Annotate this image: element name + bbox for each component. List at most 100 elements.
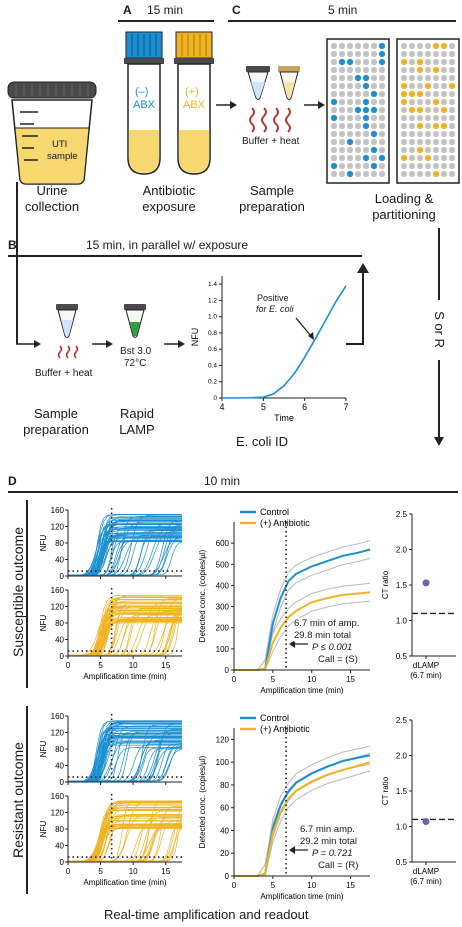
x-tick-label-2: (6.7 min)	[410, 877, 442, 886]
chip-partition	[448, 90, 456, 98]
chip-partition	[448, 146, 456, 154]
chip-partition	[440, 74, 448, 82]
chip-partition	[378, 106, 386, 114]
chip-partition	[362, 138, 370, 146]
chip-partition	[354, 98, 362, 106]
y-tick-label: 2.5	[396, 716, 408, 725]
y-tick-label: 40	[55, 556, 64, 565]
chip-partition	[370, 58, 378, 66]
chip-partition	[362, 98, 370, 106]
chip-partition	[370, 74, 378, 82]
chip-partition	[338, 146, 346, 154]
chip-partition	[432, 170, 440, 178]
x-tick-label: 10	[129, 867, 138, 876]
chip-partition	[448, 154, 456, 162]
y-tick-label: 2.5	[396, 510, 408, 519]
y-axis-label: CT ratio	[381, 776, 390, 805]
y-tick-label: 1.0	[208, 314, 217, 321]
chip-partition	[354, 138, 362, 146]
y-tick-label: 1.4	[208, 281, 217, 288]
chip-partition	[346, 74, 354, 82]
chip-partition	[424, 130, 432, 138]
cup-label-2: sample	[47, 151, 78, 162]
x-axis-label: Amplification time (min)	[83, 672, 166, 681]
chip-partition	[416, 58, 424, 66]
resistant-row-label: Resistant outcome	[10, 742, 26, 858]
chip-partition	[330, 50, 338, 58]
y-tick-label: 20	[220, 849, 229, 858]
chip-partition	[346, 154, 354, 162]
chip-partition	[362, 162, 370, 170]
y-tick-label: 0	[60, 858, 65, 867]
ecoli-id-label: E. coli ID	[236, 434, 289, 449]
chip-partition	[400, 130, 408, 138]
chip-partition	[424, 122, 432, 130]
chip-partition	[362, 122, 370, 130]
chip-partition	[354, 42, 362, 50]
chip-partition	[378, 146, 386, 154]
section-d-duration: 10 min	[204, 474, 241, 488]
chip-partition	[416, 154, 424, 162]
y-tick-label: 0	[213, 395, 217, 402]
chip-partition	[370, 66, 378, 74]
chip-partition	[362, 74, 370, 82]
chip-partition	[408, 170, 416, 178]
y-tick-label: 1.0	[396, 823, 408, 832]
loading-partitioning-label: Loading & partitioning	[372, 191, 436, 222]
chip-partition	[440, 122, 448, 130]
ecoli-id-plot: 4 5 6 7 0 0.2 0.4 0.6 0.8 1.0 1.2 1.4 Time NFU	[190, 276, 349, 423]
x-tick-label: 7	[343, 402, 348, 412]
chip-partition	[338, 98, 346, 106]
chip-partition	[416, 138, 424, 146]
lamp-label-1: Bst 3.0	[120, 346, 152, 357]
y-tick-label: 160	[51, 792, 65, 801]
x-tick-label: 0	[66, 661, 71, 670]
chip-partition	[440, 114, 448, 122]
connector-line	[16, 182, 18, 344]
rapid-lamp-label: Rapid LAMP	[119, 406, 155, 437]
ci-band-upper	[234, 582, 371, 671]
chip-partition	[354, 122, 362, 130]
chip-partition	[440, 82, 448, 90]
chip-partition	[346, 162, 354, 170]
chip-partition	[378, 42, 386, 50]
x-tick-label: 5	[98, 661, 103, 670]
chip-partition	[432, 50, 440, 58]
y-tick-label: 0.5	[396, 858, 408, 867]
chip-partition	[338, 170, 346, 178]
susceptible-row-label: Susceptible outcome	[10, 527, 26, 657]
chip-partition	[400, 90, 408, 98]
y-axis-label: NFU	[39, 615, 48, 632]
chip-partition	[338, 154, 346, 162]
y-tick-label: 100	[216, 758, 230, 767]
chip-partition	[370, 42, 378, 50]
y-tick-label: 120	[51, 809, 65, 818]
y-tick-label: 100	[216, 645, 230, 654]
s-or-r-label: S or R	[431, 311, 447, 348]
trace-curve	[68, 828, 183, 862]
chip-partition	[416, 146, 424, 154]
y-tick-label: 300	[216, 603, 230, 612]
x-tick-label: 15	[346, 675, 355, 684]
antibiotic-tubes-icon	[124, 31, 214, 175]
chip-partition	[440, 50, 448, 58]
chip-partition	[330, 122, 338, 130]
nfu-traces-resistant-control: 0 40 80 120 160 NFU	[39, 712, 183, 787]
chip-partition	[354, 154, 362, 162]
y-tick-label: 80	[55, 825, 64, 834]
chip-partition	[362, 58, 370, 66]
trace-curve	[68, 720, 182, 782]
chip-partition	[338, 138, 346, 146]
chip-partition	[448, 106, 456, 114]
chip-partition	[424, 42, 432, 50]
chip-partition	[346, 98, 354, 106]
chip-partition	[424, 154, 432, 162]
lamp-tube-icon	[124, 304, 146, 338]
y-tick-label: 120	[51, 729, 65, 738]
section-c-duration: 5 min	[328, 3, 358, 17]
chip-partition	[448, 170, 456, 178]
chip-partition	[408, 130, 416, 138]
chip-partition	[330, 98, 338, 106]
y-tick-label: 0.6	[208, 346, 217, 353]
chip-partition	[330, 82, 338, 90]
